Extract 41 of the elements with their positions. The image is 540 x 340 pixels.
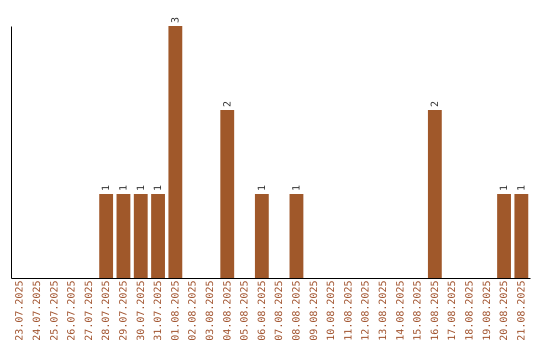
x-tick-label: 08.08.2025 [291,280,302,340]
x-tick-label: 17.08.2025 [447,280,458,340]
x-tick-label: 31.07.2025 [153,280,164,340]
data-label: 3 [170,16,182,23]
x-tick-label: 24.07.2025 [32,280,43,340]
x-tick-label: 11.08.2025 [343,280,354,340]
x-tick-label: 16.08.2025 [430,280,441,340]
x-tick-label: 13.08.2025 [378,280,389,340]
x-tick-label: 05.08.2025 [240,280,251,340]
x-tick-label: 18.08.2025 [464,280,476,340]
x-tick-label: 10.08.2025 [326,280,338,340]
x-tick-label: 15.08.2025 [412,280,424,340]
x-tick-label: 20.08.2025 [499,280,510,340]
x-tick-label: 28.07.2025 [101,280,112,340]
data-label: 1 [153,184,164,191]
x-tick-label: 23.07.2025 [14,280,26,340]
x-tick-label: 14.08.2025 [395,280,406,340]
data-label: 1 [118,184,130,191]
data-label: 1 [499,184,510,191]
x-tick-label: 21.08.2025 [516,280,528,340]
x-tick-label: 01.08.2025 [170,280,182,340]
data-label: 2 [222,100,234,107]
x-tick-label: 07.08.2025 [274,280,286,340]
x-tick-label: 09.08.2025 [308,280,320,340]
data-label: 1 [291,184,302,191]
data-label: 1 [256,184,268,191]
x-tick-label: 26.07.2025 [66,280,78,340]
data-label: 1 [516,184,528,191]
x-tick-label: 04.08.2025 [222,280,234,340]
data-label: 2 [430,100,441,107]
x-tick-label: 27.07.2025 [84,280,95,340]
x-tick-label: 02.08.2025 [188,280,199,340]
data-label: 1 [101,184,112,191]
x-tick-label: 30.07.2025 [136,280,147,340]
x-tick-label: 03.08.2025 [204,280,216,340]
x-tick-label: 06.08.2025 [256,280,268,340]
x-tick-label: 19.08.2025 [482,280,493,340]
x-tick-label: 25.07.2025 [49,280,60,340]
x-tick-label: 12.08.2025 [360,280,372,340]
x-tick-label: 29.07.2025 [118,280,130,340]
data-label: 1 [136,184,147,191]
